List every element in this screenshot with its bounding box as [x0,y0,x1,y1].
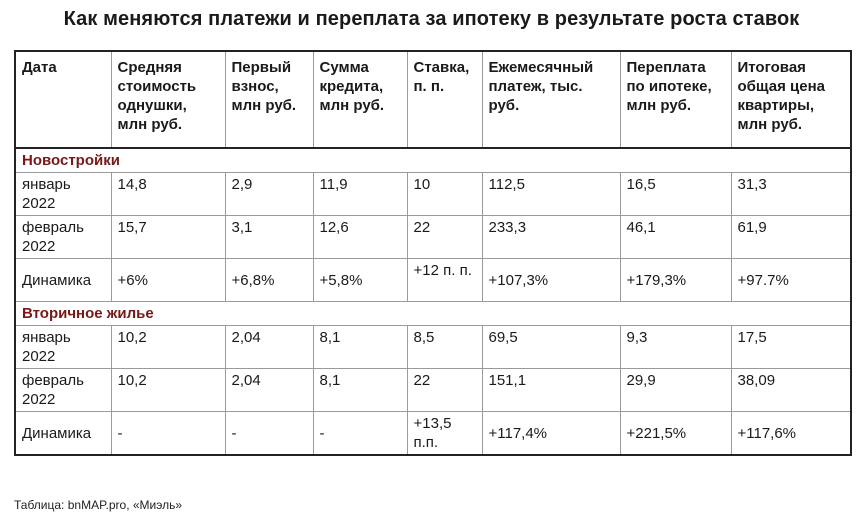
table-cell: 2,9 [224,172,314,216]
section-title: Новостройки [14,147,852,173]
header-cell: Ежемесячный платеж, тыс. руб. [481,50,621,149]
table-cell: 17,5 [730,325,852,369]
table-cell: +107,3% [481,258,621,302]
table-cell: 2,04 [224,325,314,369]
table-cell: 8,5 [406,325,483,369]
table-cell: 233,3 [481,215,621,259]
table-cell: 14,8 [110,172,226,216]
table-cell: +117,4% [481,411,621,456]
table-cell: 15,7 [110,215,226,259]
table-cell: 9,3 [619,325,732,369]
page-title: Как меняются платежи и переплата за ипот… [63,8,800,30]
table-cell: - [224,411,314,456]
table-cell: 69,5 [481,325,621,369]
table-cell: +13,5 п.п. [406,411,483,456]
table-cell: 11,9 [312,172,408,216]
table-cell: 22 [406,368,483,412]
dynamics-row: Динамика - - - +13,5 п.п. +117,4% +221,5… [14,411,852,456]
table-row: январь 2022 10,2 2,04 8,1 8,5 69,5 9,3 1… [14,325,852,369]
table-cell: +5,8% [312,258,408,302]
header-cell: Сумма кредита, млн руб. [312,50,408,149]
table-cell: 8,1 [312,368,408,412]
table-cell: 2,04 [224,368,314,412]
section-row: Новостройки [14,147,852,173]
table-cell: февраль 2022 [14,368,112,412]
table-cell: 3,1 [224,215,314,259]
header-cell: Первый взнос, млн руб. [224,50,314,149]
table-cell: 22 [406,215,483,259]
table-cell: 8,1 [312,325,408,369]
header-cell: Ставка, п. п. [406,50,483,149]
table-cell: +6% [110,258,226,302]
table-cell: январь 2022 [14,172,112,216]
table-row: январь 2022 14,8 2,9 11,9 10 112,5 16,5 … [14,172,852,216]
table-cell: +97.7% [730,258,852,302]
table-cell: - [110,411,226,456]
table-cell: 38,09 [730,368,852,412]
table-row: февраль 2022 15,7 3,1 12,6 22 233,3 46,1… [14,215,852,259]
dynamics-row: Динамика +6% +6,8% +5,8% +12 п. п. +107,… [14,258,852,302]
table-cell: 16,5 [619,172,732,216]
table-cell: 46,1 [619,215,732,259]
source-caption: Таблица: bnMAP.pro, «Миэль» [14,498,183,512]
table-cell: +12 п. п. [406,258,483,302]
table-cell: +221,5% [619,411,732,456]
table-cell: 29,9 [619,368,732,412]
table-cell: 10 [406,172,483,216]
table-cell: +117,6% [730,411,852,456]
table-cell: январь 2022 [14,325,112,369]
section-title: Вторичное жилье [14,301,852,326]
table-cell: 151,1 [481,368,621,412]
table-cell: Динамика [14,258,112,302]
table-cell: 61,9 [730,215,852,259]
header-cell: Дата [14,50,112,149]
table-cell: 10,2 [110,368,226,412]
table-cell: 10,2 [110,325,226,369]
table-cell: Динамика [14,411,112,456]
table-row: февраль 2022 10,2 2,04 8,1 22 151,1 29,9… [14,368,852,412]
table-cell: 12,6 [312,215,408,259]
table-cell: 31,3 [730,172,852,216]
header-cell: Переплата по ипотеке, млн руб. [619,50,732,149]
header-row: Дата Средняя стоимость однушки, млн руб.… [14,50,852,149]
table-cell: февраль 2022 [14,215,112,259]
table-cell: +179,3% [619,258,732,302]
table-cell: - [312,411,408,456]
mortgage-table: Дата Средняя стоимость однушки, млн руб.… [14,50,852,456]
table-cell: +6,8% [224,258,314,302]
header-cell: Итоговая общая цена квартиры, млн руб. [730,50,852,149]
section-row: Вторичное жилье [14,301,852,326]
header-cell: Средняя стоимость однушки, млн руб. [110,50,226,149]
table-cell: 112,5 [481,172,621,216]
